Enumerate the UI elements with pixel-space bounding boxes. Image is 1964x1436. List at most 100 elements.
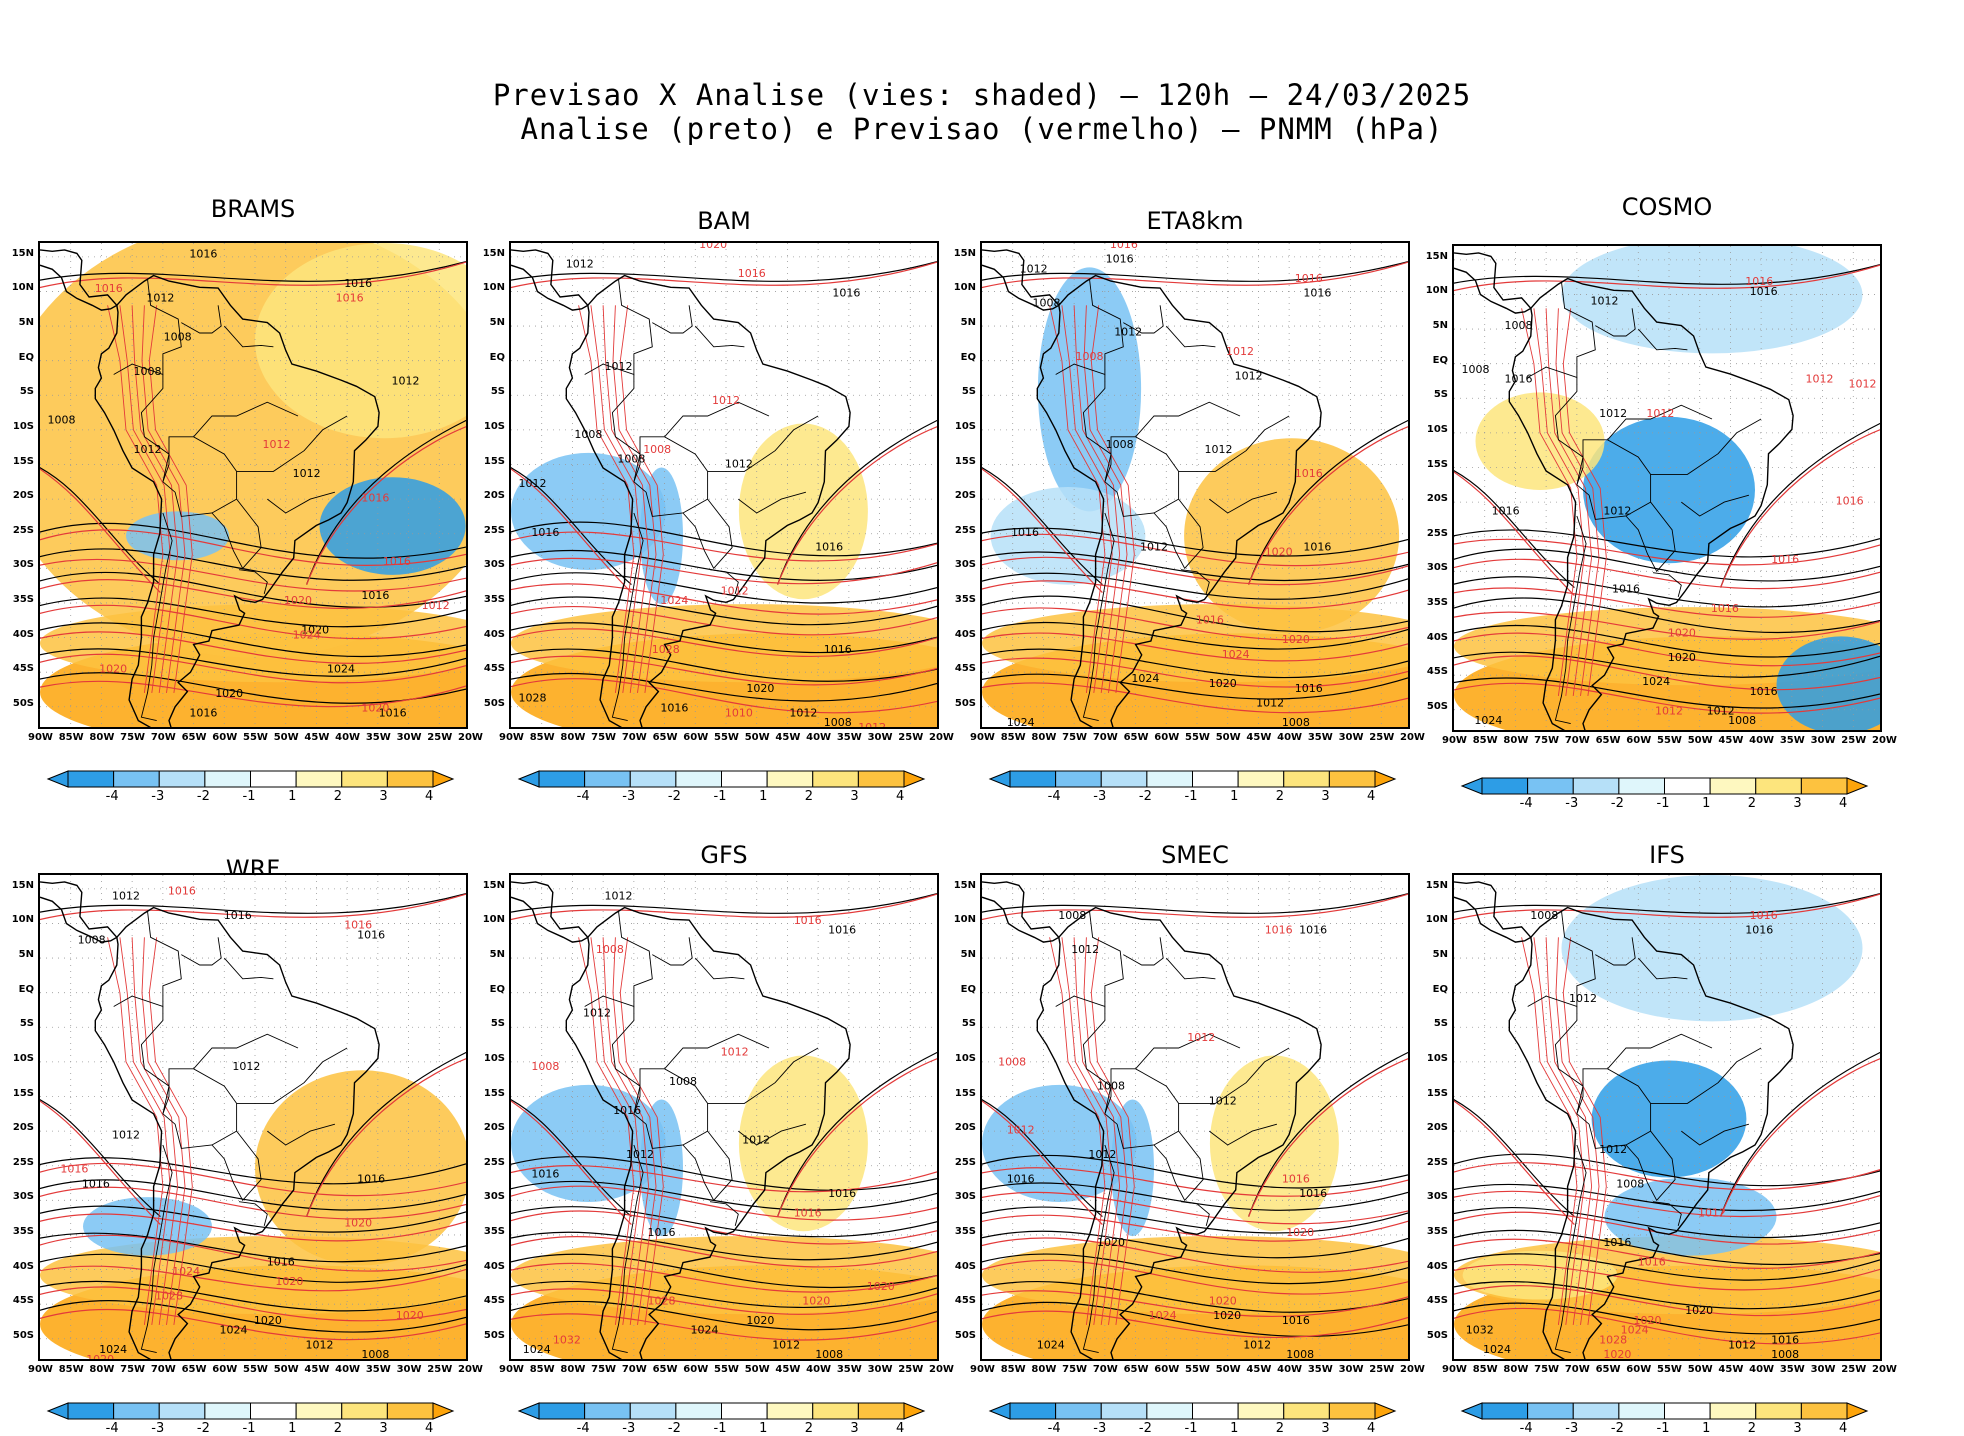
colorbar-tick-label: -2 (667, 1421, 681, 1436)
colorbar-tick-label: -1 (713, 789, 727, 804)
analysis-isobar-label: 1012 (519, 477, 547, 490)
forecast-isobar-label: 1016 (1711, 602, 1739, 615)
lon-tick-label: 50W (744, 732, 770, 743)
lat-tick-label: 25S (1426, 527, 1448, 539)
coastline (565, 906, 851, 1359)
forecast-isobar-label: 1024 (660, 594, 688, 607)
lon-tick-label: 80W (1503, 735, 1529, 746)
lat-tick-label: 40S (954, 1260, 976, 1272)
lat-tick-label: 10S (954, 420, 976, 432)
analysis-isobar-label: 1016 (531, 1168, 559, 1181)
analysis-isobar-label: 1012 (232, 1060, 260, 1073)
lat-tick-label: EQ (18, 983, 34, 995)
lat-tick-label: 5S (490, 386, 505, 398)
forecast-isobar-label: 1016 (1745, 275, 1773, 288)
forecast-isobar-label: 1016 (1265, 924, 1293, 937)
lat-tick-label: 15S (954, 1087, 976, 1099)
colorbar-tick-label: -2 (1610, 796, 1624, 811)
lat-tick-label: 15S (1426, 1087, 1448, 1099)
colorbar-tick-label: 1 (759, 789, 768, 804)
colorbar-gfs (517, 1402, 926, 1420)
lat-tick-label: 20S (954, 490, 976, 502)
lon-tick-label: 85W (58, 732, 84, 743)
panel-title-smec: SMEC (1161, 841, 1229, 869)
forecast-isobar-label: 1016 (1771, 553, 1799, 566)
lon-tick-label: 60W (212, 1364, 238, 1375)
lat-tick-label: 25S (954, 524, 976, 536)
lon-tick-label: 30W (867, 732, 893, 743)
lon-tick-label: 80W (89, 732, 115, 743)
lon-tick-label: 60W (212, 732, 238, 743)
colorbar-cosmo (1460, 777, 1869, 795)
lon-tick-label: 50W (1215, 732, 1241, 743)
lon-tick-label: 55W (243, 732, 268, 743)
lon-tick-label: 20W (1872, 735, 1897, 746)
analysis-isobar-label: 1024 (523, 1343, 551, 1356)
colorbar-tick-label: -3 (151, 789, 165, 804)
lat-tick-label: 10N (1425, 914, 1448, 926)
analysis-isobar-label: 1012 (605, 889, 633, 902)
bias-shading (511, 452, 666, 570)
lon-tick-label: 85W (529, 732, 555, 743)
lat-tick-label: 10N (953, 914, 976, 926)
lon-tick-label: 35W (836, 1364, 862, 1375)
lon-tick-label: 90W (28, 732, 53, 743)
analysis-isobar-label: 1012 (605, 360, 633, 373)
lon-tick-label: 55W (1185, 732, 1210, 743)
lon-tick-label: 75W (1534, 1364, 1560, 1375)
analysis-isobar-label: 1008 (1530, 909, 1558, 922)
analysis-isobar-label: 1016 (189, 248, 217, 261)
coastline (1036, 906, 1322, 1359)
map-canvas-eta8km: 1016 1012 1016 1008 1012 1012 1008 1012 1012 1016… (982, 243, 1408, 727)
lat-tick-label: 40S (12, 1260, 34, 1272)
forecast-isobar-label: 1020 (344, 1216, 372, 1229)
colorbar-tick-label: 1 (1702, 796, 1711, 811)
analysis-isobar-label: 1008 (1616, 1177, 1644, 1190)
lat-tick-label: 45S (1426, 666, 1448, 678)
forecast-isobar-label: 1020 (867, 1280, 895, 1293)
lat-tick-label: 10S (954, 1052, 976, 1064)
lat-tick-label: 45S (12, 663, 34, 675)
bias-shading (1209, 1055, 1339, 1232)
analysis-isobar-label: 1008 (361, 1348, 389, 1361)
lon-tick-label: 50W (1687, 735, 1713, 746)
lat-tick-label: 5N (489, 949, 505, 961)
lat-tick-label: 5S (490, 1018, 505, 1030)
map-wrf: 1012 1016 1016 1008 1012 1012 1016 1016 1016 1020… (38, 873, 468, 1361)
analysis-isobar-label: 1012 (112, 889, 140, 902)
forecast-isobar-label: 1020 (1634, 1314, 1662, 1327)
lon-tick-label: 30W (1810, 1364, 1836, 1375)
analysis-isobar-label: 1012 (566, 257, 594, 270)
forecast-isobar-label: 1016 (383, 555, 411, 568)
lat-tick-label: 50S (483, 697, 505, 709)
analysis-isobar-label: 1012 (1235, 370, 1263, 383)
lat-tick-label: 30S (1426, 1191, 1448, 1203)
colorbar-tick-label: -3 (1093, 789, 1107, 804)
colorbar-tick-label: -3 (1565, 796, 1579, 811)
lat-tick-label: 30S (12, 1191, 34, 1203)
lat-tick-label: 30S (483, 1191, 505, 1203)
forecast-isobar-label: 1016 (336, 292, 364, 305)
lat-tick-label: EQ (1432, 354, 1448, 366)
lat-tick-label: 50S (1426, 700, 1448, 712)
lon-tick-label: 80W (89, 1364, 115, 1375)
lon-tick-label: 70W (1564, 1364, 1590, 1375)
lon-tick-label: 45W (775, 732, 801, 743)
colorbar-tick-label: 2 (1747, 796, 1757, 811)
lon-tick-label: 60W (683, 732, 709, 743)
colorbar-tick-label: 2 (804, 1421, 814, 1436)
lat-tick-label: 35S (483, 593, 505, 605)
analysis-isobar-label: 1024 (220, 1324, 248, 1337)
lon-tick-label: 90W (28, 1364, 53, 1375)
lon-tick-label: 80W (1031, 732, 1057, 743)
panel-title-ifs: IFS (1649, 841, 1685, 869)
analysis-isobar-label: 1012 (1591, 295, 1619, 308)
lon-tick-label: 65W (1123, 732, 1149, 743)
analysis-isobar-label: 1012 (742, 1133, 770, 1146)
coastline (1508, 906, 1794, 1359)
lon-tick-label: 35W (365, 1364, 391, 1375)
forecast-isobar-label: 1016 (168, 885, 196, 898)
lat-tick-label: EQ (489, 351, 505, 363)
analysis-isobar-label: 1012 (146, 292, 174, 305)
analysis-isobar-label: 1016 (1603, 1236, 1631, 1249)
